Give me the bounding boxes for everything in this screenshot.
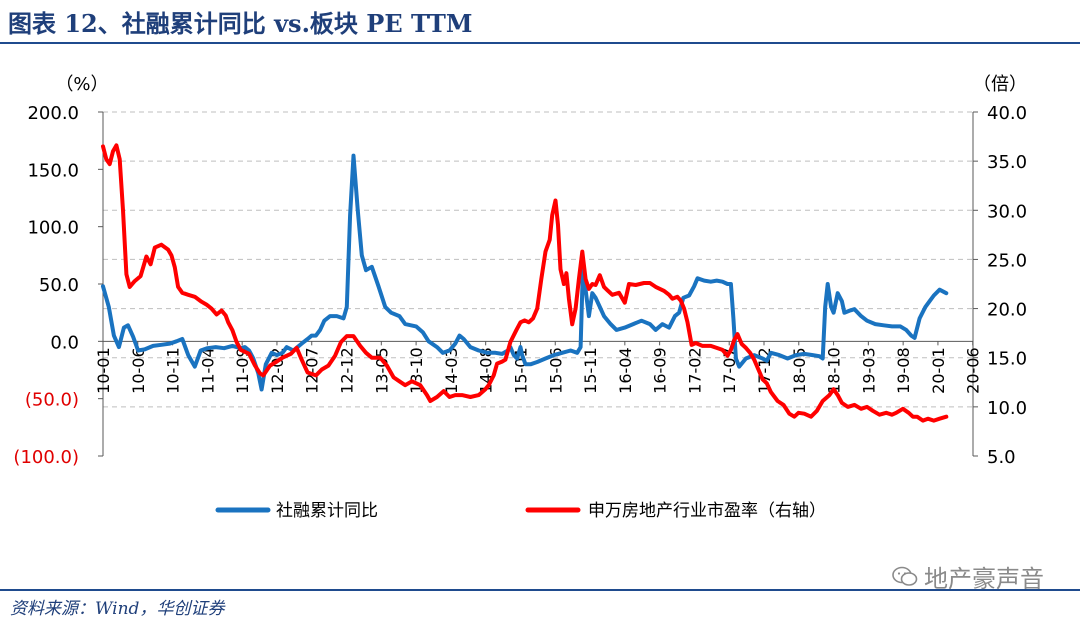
left-tick-label: (100.0) — [13, 447, 79, 468]
x-tick-label: 16-09 — [651, 347, 670, 394]
x-tick-label: 11-04 — [198, 347, 217, 394]
x-tick-label: 20-01 — [929, 347, 948, 394]
left-tick-label: 200.0 — [27, 103, 79, 124]
right-tick-label: 35.0 — [987, 152, 1027, 173]
watermark-text: 地产豪声音 — [924, 565, 1044, 593]
x-tick-label: 10-11 — [164, 347, 183, 394]
footer-rule — [0, 589, 1080, 591]
chart-title: 图表 12、社融累计同比 vs.板块 PE TTM — [8, 9, 473, 38]
right-tick-label: 5.0 — [987, 447, 1016, 468]
left-tick-label: 100.0 — [27, 218, 79, 239]
x-tick-label: 18-05 — [790, 347, 809, 394]
legend: 社融累计同比 申万房地产行业市盈率（右轴） — [215, 501, 826, 521]
x-tick-label: 16-04 — [616, 347, 635, 394]
x-tick-label: 17-02 — [685, 347, 704, 394]
x-tick-label: 12-07 — [303, 347, 322, 394]
header-rule — [0, 42, 1080, 44]
right-tick-label: 30.0 — [987, 201, 1027, 222]
source-note: 资料来源：Wind，华创证券 — [10, 599, 225, 619]
x-tick-label: 18-10 — [825, 347, 844, 394]
right-tick-label: 25.0 — [987, 250, 1027, 271]
right-axis-unit: （倍） — [973, 74, 1027, 95]
right-tick-label: 40.0 — [987, 103, 1027, 124]
left-axis-unit: （%） — [55, 74, 108, 95]
watermark: 地产豪声音 — [892, 559, 1044, 594]
left-tick-label: 0.0 — [50, 332, 79, 353]
x-tick-label: 15-06 — [546, 347, 565, 394]
x-tick-label: 19-03 — [859, 347, 878, 394]
legend-label-red: 申万房地产行业市盈率（右轴） — [588, 501, 826, 521]
legend-label-blue: 社融累计同比 — [276, 501, 378, 521]
x-tick-label: 20-06 — [964, 347, 983, 394]
x-tick-label: 15-11 — [581, 347, 600, 394]
x-tick-label: 19-08 — [894, 347, 913, 394]
series-lines — [101, 143, 949, 423]
left-tick-label: 150.0 — [27, 160, 79, 181]
right-tick-label: 20.0 — [987, 300, 1027, 321]
left-tick-label: (50.0) — [25, 390, 79, 411]
x-tick-label: 10-01 — [94, 347, 113, 394]
x-tick-label: 12-12 — [338, 347, 357, 394]
x-tick-label: 11-09 — [233, 347, 252, 394]
x-tick-label: 10-06 — [129, 347, 148, 394]
x-tick-labels: 10-01 10-06 10-11 11-04 11-09 12-02 12-07 12-12… — [94, 341, 983, 394]
series-line-pe-ratio — [101, 143, 949, 423]
left-tick-labels: 200.0 150.0 100.0 50.0 0.0 (50.0) (100.0) — [13, 103, 103, 468]
right-tick-label: 15.0 — [987, 349, 1027, 370]
left-tick-label: 50.0 — [39, 275, 79, 296]
right-tick-label: 10.0 — [987, 398, 1027, 419]
wechat-icon — [892, 566, 918, 586]
right-tick-labels: 40.0 35.0 30.0 25.0 20.0 15.0 10.0 5.0 — [973, 103, 1027, 468]
x-tick-label: 14-03 — [442, 347, 461, 394]
line-chart: （%） （倍） 200.0 150.0 100.0 50.0 0.0 (50.0) (100… — [13, 74, 1027, 521]
